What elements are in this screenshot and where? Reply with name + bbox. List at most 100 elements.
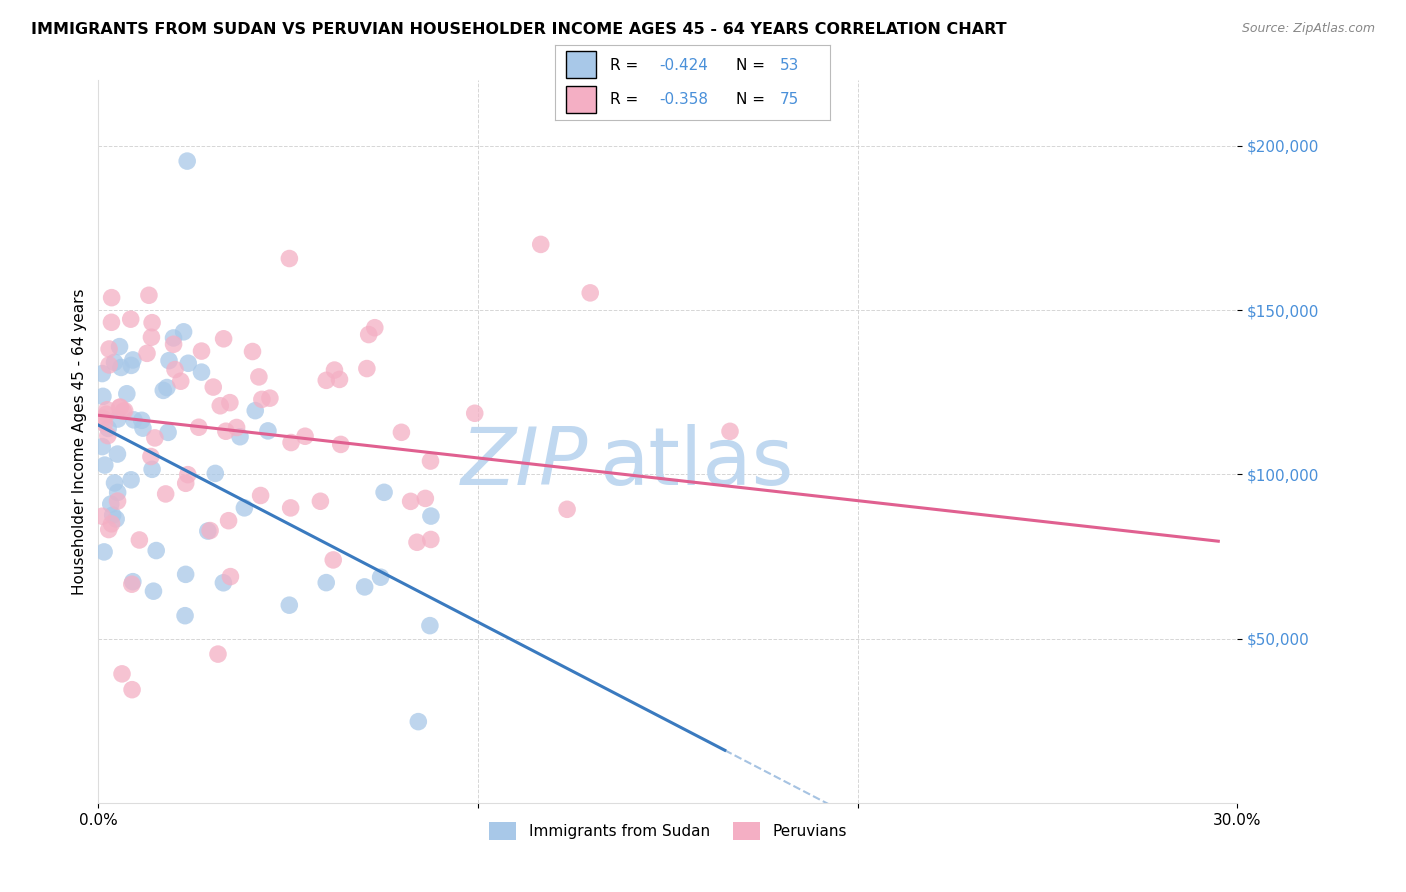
Legend: Immigrants from Sudan, Peruvians: Immigrants from Sudan, Peruvians xyxy=(482,816,853,846)
Text: N =: N = xyxy=(737,58,770,72)
Point xyxy=(233,500,256,515)
Point xyxy=(108,340,131,354)
Point xyxy=(138,288,160,302)
Point xyxy=(96,407,118,421)
Point xyxy=(157,353,180,368)
Point xyxy=(357,327,380,342)
Point xyxy=(143,431,166,445)
Point xyxy=(408,714,430,729)
Point xyxy=(145,543,167,558)
Point xyxy=(218,514,240,528)
Point xyxy=(190,344,212,359)
Point xyxy=(176,154,198,169)
Point xyxy=(101,508,124,522)
Text: Source: ZipAtlas.com: Source: ZipAtlas.com xyxy=(1241,22,1375,36)
Point xyxy=(315,373,337,387)
Point xyxy=(97,421,120,435)
Point xyxy=(419,509,441,524)
Point xyxy=(391,425,413,440)
Point xyxy=(112,404,135,418)
FancyBboxPatch shape xyxy=(567,52,596,78)
Point xyxy=(141,316,163,330)
Point xyxy=(131,413,153,427)
Point xyxy=(250,392,273,407)
Point xyxy=(93,417,115,431)
Point xyxy=(139,450,162,464)
Point xyxy=(163,362,186,376)
Point xyxy=(100,516,122,531)
Point xyxy=(364,320,387,334)
Point xyxy=(91,440,114,454)
Point xyxy=(219,569,242,583)
Point xyxy=(215,424,238,438)
Point xyxy=(373,485,395,500)
Point xyxy=(107,412,129,426)
Point xyxy=(207,647,229,661)
Point xyxy=(242,344,264,359)
Point xyxy=(156,380,179,394)
Point xyxy=(107,447,129,461)
Point xyxy=(121,682,143,697)
Point xyxy=(97,523,120,537)
Point xyxy=(120,312,142,326)
Point xyxy=(190,365,212,379)
Point xyxy=(173,325,195,339)
Point xyxy=(105,512,128,526)
Point xyxy=(128,533,150,547)
Text: N =: N = xyxy=(737,93,770,107)
Point xyxy=(103,475,125,490)
Point xyxy=(415,491,437,506)
Point xyxy=(174,476,197,491)
Point xyxy=(157,425,180,440)
Point xyxy=(257,424,280,438)
Text: -0.358: -0.358 xyxy=(659,93,709,107)
Point xyxy=(136,346,159,360)
Text: 75: 75 xyxy=(780,93,800,107)
Point xyxy=(111,666,134,681)
Point xyxy=(353,580,375,594)
Point xyxy=(309,494,332,508)
Point xyxy=(91,367,114,381)
Point xyxy=(204,467,226,481)
Point xyxy=(121,574,143,589)
Point xyxy=(219,395,242,409)
Point xyxy=(110,400,132,414)
Point xyxy=(555,502,578,516)
Text: atlas: atlas xyxy=(599,425,794,502)
Point xyxy=(141,330,163,344)
Point xyxy=(120,473,142,487)
Point xyxy=(245,403,267,417)
Point xyxy=(155,487,177,501)
Point xyxy=(328,372,350,386)
Text: R =: R = xyxy=(610,58,644,72)
Point xyxy=(98,358,121,372)
Y-axis label: Householder Income Ages 45 - 64 years: Householder Income Ages 45 - 64 years xyxy=(72,288,87,595)
Point xyxy=(718,425,741,439)
Point xyxy=(259,391,281,405)
Point xyxy=(399,494,422,508)
Text: R =: R = xyxy=(610,93,644,107)
Point xyxy=(152,384,174,398)
Point xyxy=(212,332,235,346)
Point xyxy=(94,458,117,472)
Text: IMMIGRANTS FROM SUDAN VS PERUVIAN HOUSEHOLDER INCOME AGES 45 - 64 YEARS CORRELAT: IMMIGRANTS FROM SUDAN VS PERUVIAN HOUSEH… xyxy=(31,22,1007,37)
Point xyxy=(103,355,125,369)
Point xyxy=(322,553,344,567)
Point xyxy=(280,500,302,515)
Point xyxy=(122,353,145,368)
Point xyxy=(100,291,122,305)
Point xyxy=(107,485,129,500)
Point xyxy=(225,420,247,434)
Point xyxy=(108,401,131,415)
Point xyxy=(142,584,165,599)
Point xyxy=(114,403,136,417)
Point xyxy=(579,285,602,300)
Point xyxy=(464,406,486,420)
Point xyxy=(174,608,197,623)
Point xyxy=(98,342,121,356)
Point xyxy=(96,402,118,417)
Point xyxy=(121,577,143,591)
FancyBboxPatch shape xyxy=(567,87,596,112)
Point xyxy=(249,489,271,503)
Point xyxy=(120,359,142,373)
